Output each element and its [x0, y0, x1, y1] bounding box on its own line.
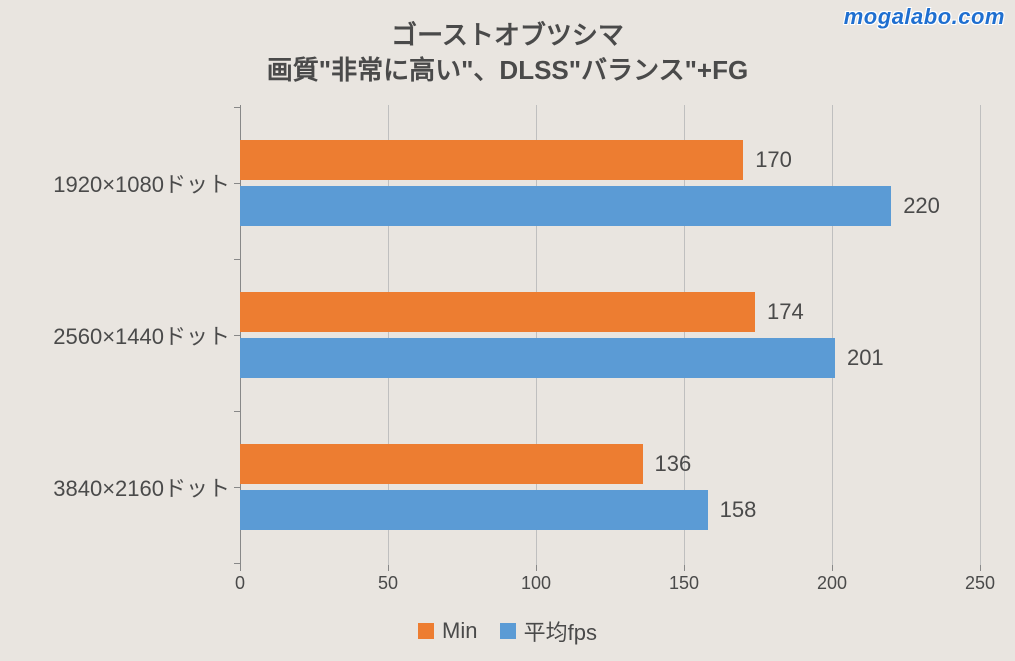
x-tick-label: 250 [965, 573, 995, 594]
y-tick [234, 411, 240, 412]
bar-min [240, 140, 743, 180]
y-category-label: 3840×2160ドット [53, 471, 230, 503]
legend-swatch-avg [500, 623, 516, 639]
x-tick [832, 565, 833, 571]
y-tick [234, 107, 240, 108]
x-tick [240, 565, 241, 571]
x-tick-label: 200 [817, 573, 847, 594]
bar-avg [240, 186, 891, 226]
x-axis: 050100150200250 [240, 565, 980, 595]
x-tick [536, 565, 537, 571]
y-tick [234, 563, 240, 564]
y-tick [234, 335, 240, 336]
bar-value-label: 158 [720, 497, 757, 523]
legend: Min 平均fps [0, 615, 1015, 647]
y-category-label: 2560×1440ドット [53, 319, 230, 351]
y-tick [234, 259, 240, 260]
bar-value-label: 220 [903, 193, 940, 219]
y-tick [234, 487, 240, 488]
x-tick-label: 100 [521, 573, 551, 594]
y-category-label: 1920×1080ドット [53, 167, 230, 199]
title-line-2: 画質"非常に高い"、DLSS"バランス"+FG [267, 55, 748, 85]
bar-avg [240, 490, 708, 530]
chart-title: ゴーストオブツシマ 画質"非常に高い"、DLSS"バランス"+FG [0, 18, 1015, 88]
bar-min [240, 444, 643, 484]
bar-value-label: 174 [767, 299, 804, 325]
bar-value-label: 170 [755, 147, 792, 173]
x-tick-label: 150 [669, 573, 699, 594]
legend-label-min: Min [442, 618, 477, 644]
bar-value-label: 136 [655, 451, 692, 477]
grid-line [980, 105, 981, 565]
x-tick [684, 565, 685, 571]
bar-min [240, 292, 755, 332]
bar-value-label: 201 [847, 345, 884, 371]
legend-item-avg: 平均fps [500, 615, 597, 647]
legend-item-min: Min [418, 618, 477, 644]
x-tick [980, 565, 981, 571]
chart-container: mogalabo.com ゴーストオブツシマ 画質"非常に高い"、DLSS"バラ… [0, 0, 1015, 661]
x-tick-label: 50 [378, 573, 398, 594]
legend-swatch-min [418, 623, 434, 639]
x-tick [388, 565, 389, 571]
title-line-1: ゴーストオブツシマ [391, 20, 624, 50]
legend-label-avg: 平均fps [524, 615, 597, 647]
x-tick-label: 0 [235, 573, 245, 594]
y-tick [234, 183, 240, 184]
plot-area: 170 220 174 201 136 158 [240, 105, 980, 565]
bar-avg [240, 338, 835, 378]
grid-line [832, 105, 833, 565]
